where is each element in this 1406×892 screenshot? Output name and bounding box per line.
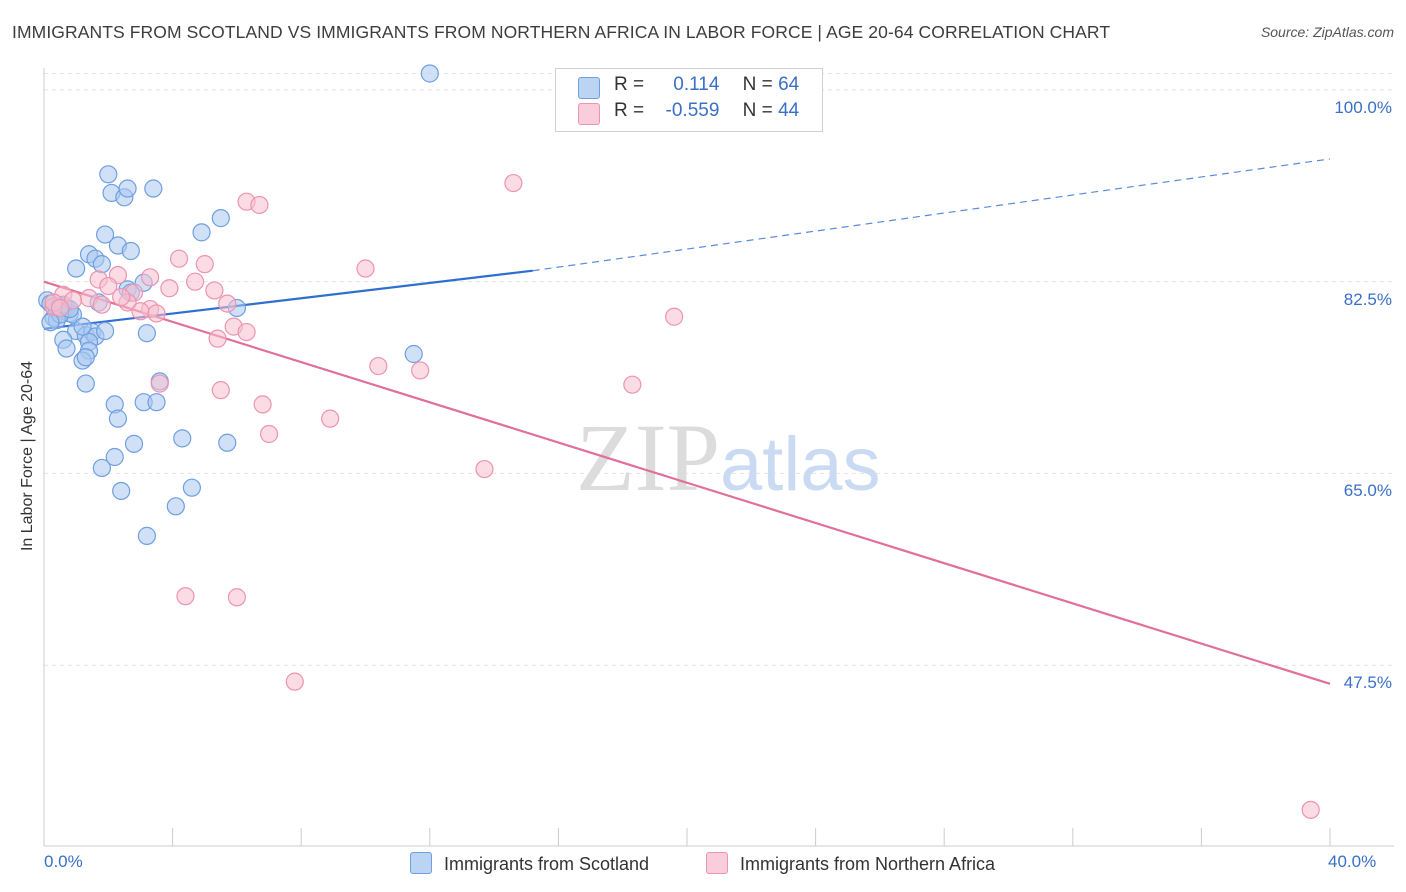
point-africa: [356, 259, 375, 278]
bottom-legend-swatch-scotland: [410, 852, 432, 874]
point-africa: [253, 395, 272, 414]
point-africa: [205, 281, 224, 300]
point-africa: [92, 295, 111, 314]
point-africa: [504, 173, 523, 193]
watermark-zip: ZIP: [576, 404, 720, 511]
point-africa: [411, 361, 430, 380]
point-africa: [147, 304, 166, 323]
grid-lines: [44, 72, 1394, 666]
chart-title: IMMIGRANTS FROM SCOTLAND VS IMMIGRANTS F…: [12, 22, 1111, 42]
point-scotland: [404, 344, 423, 364]
point-scotland: [420, 64, 439, 83]
legend-swatch-scotland: [578, 77, 600, 99]
point-africa: [50, 298, 70, 318]
trend-lines: [43, 158, 1331, 685]
legend-r-label: R =: [614, 74, 645, 95]
x-tick-label-max: 40.0%: [1328, 852, 1377, 871]
point-scotland: [57, 339, 76, 358]
point-scotland: [99, 165, 118, 184]
point-scotland: [105, 447, 124, 467]
point-africa: [321, 409, 340, 428]
point-scotland: [76, 348, 95, 367]
point-africa: [623, 375, 642, 394]
point-africa: [227, 588, 246, 607]
point-africa: [176, 587, 195, 606]
point-africa: [259, 424, 279, 444]
y-tick-label: 100.0%: [1334, 97, 1392, 117]
point-scotland: [121, 241, 140, 261]
point-scotland: [218, 433, 237, 452]
source-credit: Source: ZipAtlas.com: [1260, 24, 1394, 40]
legend-r-label: R =: [614, 100, 645, 121]
point-africa: [186, 272, 205, 291]
point-scotland: [144, 179, 163, 198]
point-scotland: [137, 526, 156, 545]
legend-swatch-africa: [578, 103, 600, 125]
bottom-legend-scotland: Immigrants from Scotland: [410, 852, 649, 875]
point-africa: [131, 302, 150, 321]
legend-n-value-africa: 44: [778, 100, 800, 121]
trend-line-africa: [43, 280, 1331, 685]
point-africa: [140, 268, 160, 287]
data-points: [38, 64, 1320, 819]
point-africa: [475, 459, 494, 479]
bottom-legend-africa: Immigrants from Northern Africa: [706, 852, 995, 875]
point-scotland: [137, 324, 156, 343]
bottom-legend-label-scotland: Immigrants from Scotland: [444, 854, 650, 874]
point-scotland: [182, 478, 201, 497]
bottom-legend-label-africa: Immigrants from Northern Africa: [740, 854, 996, 874]
trend-line-scotland: [43, 269, 533, 330]
point-scotland: [92, 458, 111, 478]
legend-r-value-scotland: 0.114: [673, 74, 720, 95]
point-scotland: [192, 223, 211, 242]
point-scotland: [76, 374, 95, 393]
y-tick-label: 65.0%: [1343, 481, 1392, 501]
point-scotland: [147, 393, 166, 412]
point-scotland: [124, 434, 144, 453]
watermark-atlas: atlas: [720, 422, 881, 507]
point-scotland: [166, 497, 185, 516]
trend-line-scotland-extended: [532, 158, 1331, 272]
point-scotland: [118, 179, 137, 198]
point-scotland: [211, 209, 230, 228]
point-scotland: [112, 481, 131, 501]
point-africa: [237, 322, 256, 342]
point-africa: [150, 374, 169, 393]
legend-r-value-africa: -0.559: [665, 100, 720, 121]
y-tick-label: 82.5%: [1343, 289, 1392, 309]
point-scotland: [95, 321, 115, 341]
point-africa: [208, 329, 227, 348]
point-africa: [250, 195, 269, 215]
point-scotland: [73, 317, 92, 336]
point-africa: [285, 672, 304, 691]
y-tick-label: 47.5%: [1343, 673, 1392, 693]
point-scotland: [95, 225, 115, 244]
legend-n-label: N =: [742, 74, 773, 95]
point-africa: [1301, 800, 1320, 819]
point-africa: [160, 279, 179, 298]
point-africa: [369, 356, 388, 376]
point-africa: [195, 255, 214, 274]
point-scotland: [92, 255, 111, 274]
point-africa: [99, 276, 118, 296]
point-scotland: [173, 429, 192, 448]
x-tick-label-min: 0.0%: [44, 852, 83, 871]
point-africa: [218, 294, 237, 313]
legend-n-label: N =: [742, 100, 773, 121]
point-scotland: [108, 409, 128, 428]
bottom-legend-swatch-africa: [706, 852, 728, 874]
point-africa: [112, 287, 131, 307]
point-africa: [211, 381, 230, 400]
point-africa: [169, 249, 189, 268]
correlation-legend: R = 0.114 N = 64 R = -0.559 N = 44: [555, 68, 823, 132]
legend-n-value-scotland: 64: [778, 74, 800, 95]
axes: [43, 68, 1394, 847]
point-scotland: [67, 259, 86, 278]
point-africa: [665, 307, 684, 326]
